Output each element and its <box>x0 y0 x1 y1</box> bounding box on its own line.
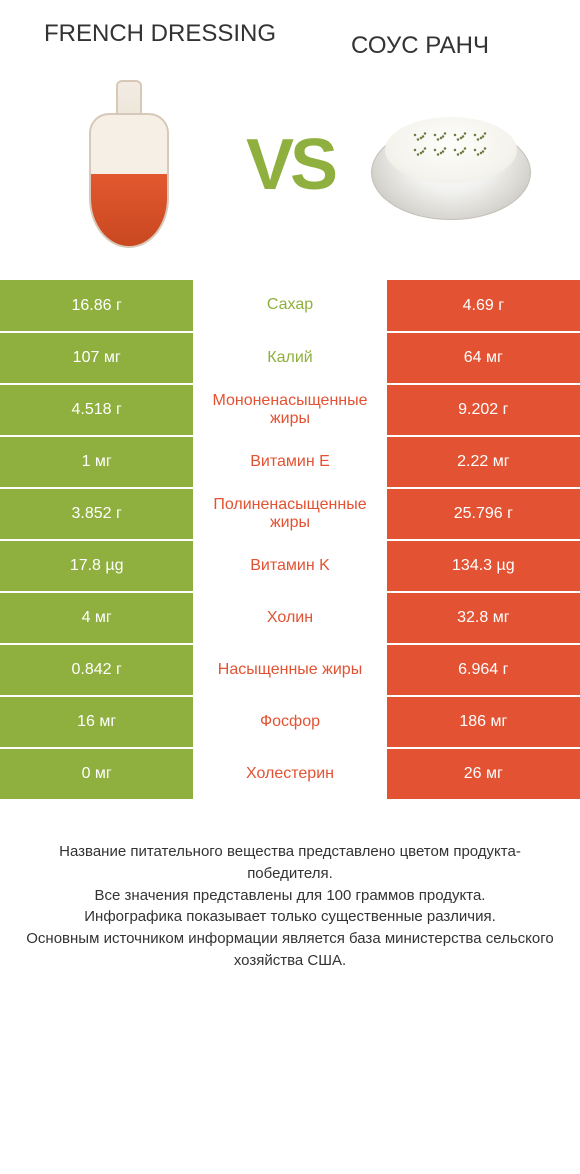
cell-left: 4.518 г <box>0 384 193 436</box>
images-row: VS <box>0 60 580 280</box>
cell-right: 25.796 г <box>387 488 580 540</box>
table-row: 107 мгКалий64 мг <box>0 332 580 384</box>
cell-left: 4 мг <box>0 592 193 644</box>
cell-right: 26 мг <box>387 748 580 800</box>
cell-left: 0 мг <box>0 748 193 800</box>
cell-label: Насыщенные жиры <box>193 644 386 696</box>
header: FRENCH DRESSING СОУС РАНЧ <box>0 0 580 60</box>
product-title-left: FRENCH DRESSING <box>30 20 290 60</box>
cell-left: 17.8 µg <box>0 540 193 592</box>
comparison-table: 16.86 гСахар4.69 г107 мгКалий64 мг4.518 … <box>0 280 580 801</box>
table-row: 16 мгФосфор186 мг <box>0 696 580 748</box>
cell-left: 0.842 г <box>0 644 193 696</box>
table-row: 3.852 гПолиненасыщенные жиры25.796 г <box>0 488 580 540</box>
footer-line: Все значения представлены для 100 граммо… <box>20 885 560 907</box>
cell-right: 9.202 г <box>387 384 580 436</box>
cell-label: Холестерин <box>193 748 386 800</box>
cell-left: 16 мг <box>0 696 193 748</box>
footer-line: Основным источником информации является … <box>20 928 560 972</box>
cell-label: Витамин K <box>193 540 386 592</box>
cell-left: 1 мг <box>0 436 193 488</box>
product-title-right: СОУС РАНЧ <box>290 20 550 60</box>
cell-label: Полиненасыщенные жиры <box>193 488 386 540</box>
table-row: 4 мгХолин32.8 мг <box>0 592 580 644</box>
cell-right: 64 мг <box>387 332 580 384</box>
table-row: 17.8 µgВитамин K134.3 µg <box>0 540 580 592</box>
cell-label: Витамин E <box>193 436 386 488</box>
table-row: 4.518 гМононенасыщенные жиры9.202 г <box>0 384 580 436</box>
cell-label: Сахар <box>193 280 386 332</box>
cell-label: Калий <box>193 332 386 384</box>
footer-line: Инфографика показывает только существенн… <box>20 906 560 928</box>
table-row: 16.86 гСахар4.69 г <box>0 280 580 332</box>
cell-right: 6.964 г <box>387 644 580 696</box>
cell-right: 32.8 мг <box>387 592 580 644</box>
vs-label: VS <box>246 124 334 206</box>
footer-notes: Название питательного вещества представл… <box>0 801 580 972</box>
cell-right: 4.69 г <box>387 280 580 332</box>
cell-left: 3.852 г <box>0 488 193 540</box>
product-image-left <box>49 75 209 255</box>
table-row: 0.842 гНасыщенные жиры6.964 г <box>0 644 580 696</box>
cell-left: 16.86 г <box>0 280 193 332</box>
table-row: 1 мгВитамин E2.22 мг <box>0 436 580 488</box>
cell-right: 134.3 µg <box>387 540 580 592</box>
cell-label: Фосфор <box>193 696 386 748</box>
cell-label: Мононенасыщенные жиры <box>193 384 386 436</box>
table-row: 0 мгХолестерин26 мг <box>0 748 580 800</box>
bowl-illustration <box>371 105 531 225</box>
footer-line: Название питательного вещества представл… <box>20 841 560 885</box>
cell-left: 107 мг <box>0 332 193 384</box>
cell-right: 186 мг <box>387 696 580 748</box>
cell-right: 2.22 мг <box>387 436 580 488</box>
carafe-illustration <box>84 80 174 250</box>
product-image-right <box>371 75 531 255</box>
cell-label: Холин <box>193 592 386 644</box>
